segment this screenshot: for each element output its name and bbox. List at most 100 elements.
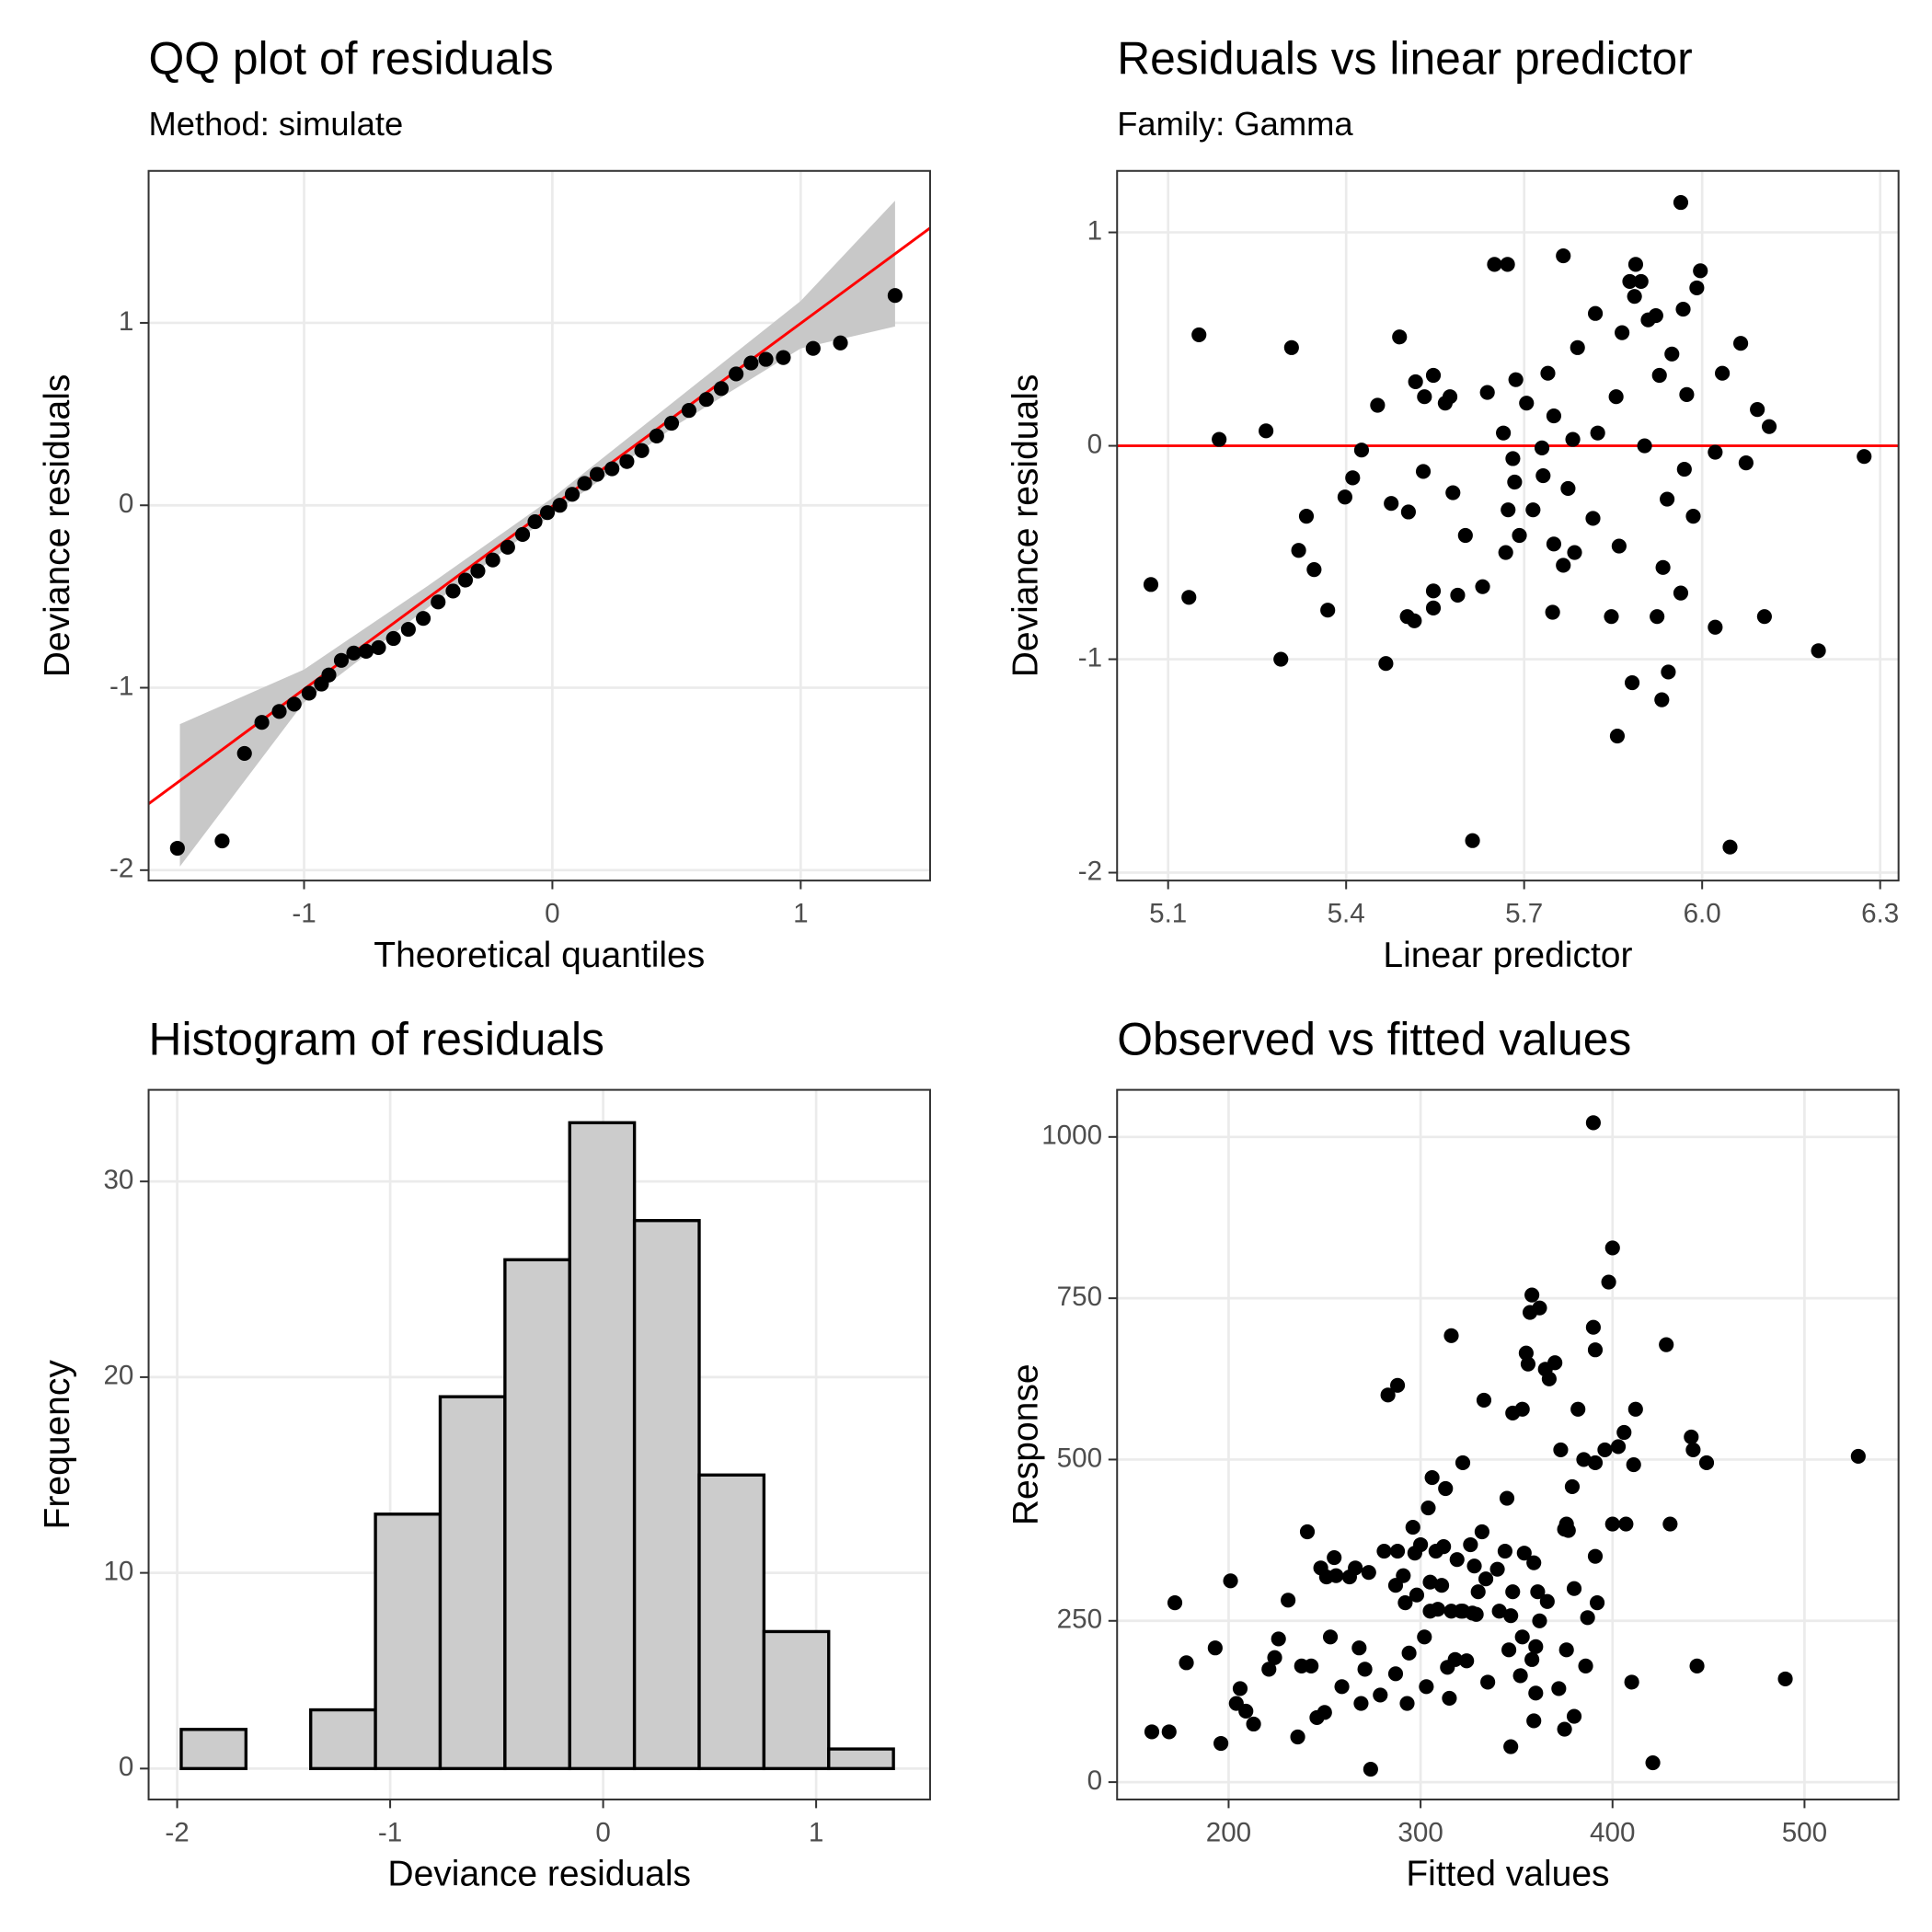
point — [1580, 1610, 1595, 1626]
point — [1273, 651, 1289, 667]
point — [1557, 1721, 1572, 1737]
point — [1524, 1651, 1540, 1667]
point — [1512, 527, 1527, 544]
bar — [568, 1121, 637, 1771]
point — [1212, 431, 1227, 447]
plot-background — [1117, 170, 1899, 881]
point — [1491, 1604, 1507, 1619]
bar — [438, 1395, 507, 1771]
y-tick-label: 0 — [1087, 429, 1102, 459]
point — [1430, 1602, 1445, 1617]
point — [1534, 440, 1550, 455]
point — [1604, 1516, 1620, 1532]
x-axis-title: Linear predictor — [1383, 936, 1632, 975]
point — [1505, 1584, 1521, 1600]
point — [776, 350, 791, 365]
y-tick-label: 20 — [103, 1361, 133, 1391]
point — [1306, 562, 1322, 578]
point — [1689, 280, 1705, 295]
point — [1417, 389, 1432, 405]
point — [431, 594, 446, 610]
point — [1693, 263, 1708, 279]
point — [1507, 474, 1523, 490]
point — [1143, 577, 1159, 592]
point — [1466, 1558, 1482, 1574]
point — [1353, 1696, 1369, 1711]
point — [1604, 1240, 1620, 1256]
point — [1626, 1456, 1641, 1473]
point — [887, 288, 903, 304]
point — [1376, 1543, 1392, 1559]
x-tick-label: 6.3 — [1861, 899, 1899, 929]
point — [1503, 1739, 1519, 1754]
point — [1161, 1724, 1177, 1740]
point — [1604, 609, 1619, 625]
point — [1566, 1708, 1582, 1724]
point — [577, 476, 592, 491]
point — [1392, 329, 1408, 345]
point — [1624, 674, 1640, 691]
point — [1144, 1724, 1160, 1740]
point — [1733, 336, 1749, 351]
point — [1585, 1319, 1601, 1335]
point — [1648, 307, 1663, 324]
point — [1520, 1356, 1536, 1372]
point — [1514, 1401, 1530, 1417]
point — [1660, 491, 1675, 507]
x-tick-label: 500 — [1782, 1817, 1827, 1847]
point — [1261, 1662, 1277, 1677]
point — [470, 563, 486, 579]
point — [301, 685, 316, 701]
point — [457, 572, 474, 588]
point — [1396, 1568, 1411, 1583]
y-tick-label: 1 — [1087, 215, 1102, 246]
point — [1337, 489, 1352, 505]
point — [1179, 1655, 1194, 1671]
point — [1207, 1640, 1223, 1656]
point — [1524, 1287, 1540, 1303]
point — [1532, 1613, 1547, 1628]
point — [1232, 1681, 1248, 1696]
panel-border — [1116, 1088, 1900, 1800]
point — [1405, 1520, 1420, 1535]
point — [1419, 1679, 1434, 1695]
plot-background — [1117, 1089, 1899, 1800]
point — [1558, 1642, 1574, 1658]
point — [1447, 1651, 1463, 1667]
bar — [827, 1747, 895, 1771]
point — [485, 552, 500, 568]
bar — [632, 1219, 701, 1771]
y-tick-label: -1 — [1078, 642, 1102, 673]
point — [1578, 1658, 1593, 1673]
point — [1650, 609, 1665, 625]
point — [1417, 1629, 1432, 1645]
point — [539, 505, 556, 521]
point — [833, 335, 848, 351]
point — [1651, 367, 1667, 384]
point — [1478, 1571, 1494, 1587]
x-tick-label: -1 — [292, 899, 316, 929]
point — [1445, 485, 1461, 500]
point — [1622, 273, 1638, 290]
y-axis-title: Deviance residuals — [38, 374, 77, 678]
point — [1528, 1639, 1544, 1654]
point — [1565, 431, 1581, 447]
point — [1499, 1490, 1515, 1506]
point — [1470, 1584, 1486, 1600]
x-tick-label: 5.7 — [1505, 899, 1543, 929]
point — [1487, 257, 1502, 272]
point — [1685, 509, 1701, 524]
point — [1407, 613, 1422, 628]
point — [1501, 502, 1516, 518]
panel-border — [147, 169, 931, 882]
point — [1498, 545, 1513, 560]
point — [1322, 1629, 1339, 1645]
y-axis-title: Frequency — [38, 1360, 77, 1530]
point — [1570, 1401, 1586, 1417]
point — [1433, 1578, 1450, 1593]
y-axis-title: Deviance residuals — [1006, 374, 1046, 678]
point — [1722, 839, 1738, 855]
point — [1505, 451, 1521, 466]
point — [1425, 367, 1442, 384]
x-tick-label: 200 — [1206, 1817, 1251, 1847]
